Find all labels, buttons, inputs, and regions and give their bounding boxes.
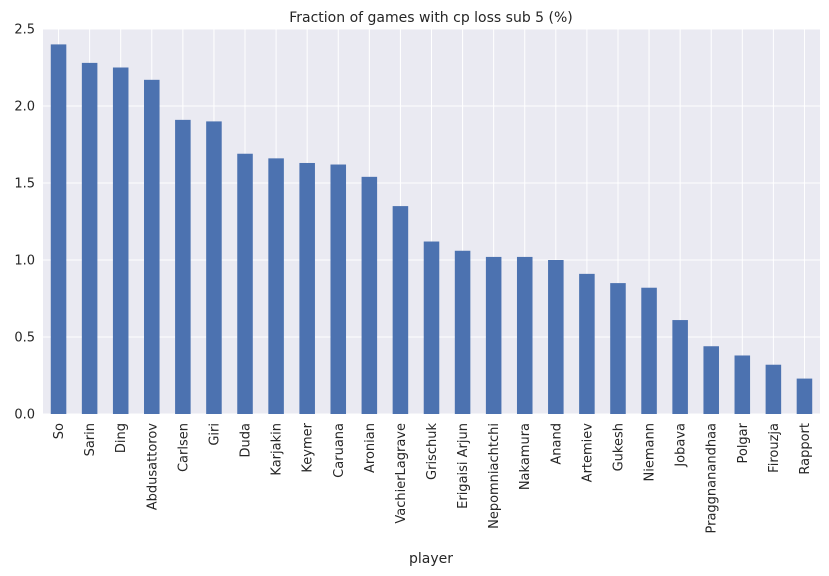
x-tick-label: Anand [549, 423, 564, 465]
bar-niemann [641, 287, 657, 414]
bar-grischuk [423, 241, 440, 414]
bar-giri [206, 121, 222, 415]
x-tick-label: Ding [114, 423, 129, 453]
x-axis-label: player [409, 551, 453, 567]
x-tick-label: Praggnanandhaa [705, 423, 720, 534]
bar-firouzja [765, 364, 782, 414]
bar-keymer [299, 162, 315, 414]
y-tick-label: 0.5 [14, 331, 35, 346]
x-tick-label: Giri [207, 423, 222, 446]
x-tick-label: Nepomniachtchi [487, 423, 502, 529]
bar-nakamura [516, 256, 533, 414]
y-tick-label: 2.5 [14, 23, 35, 38]
bar-jobava [672, 320, 688, 414]
x-tick-label: Abdusattorov [145, 423, 160, 511]
y-tick-label: 1.5 [14, 177, 35, 192]
x-tick-label: Artemiev [580, 423, 595, 483]
x-tick-label: Carlsen [176, 423, 191, 472]
bar-abdusattorov [144, 79, 160, 414]
bar-gukesh [610, 283, 626, 414]
bar-carlsen [175, 119, 191, 415]
bar-duda [237, 153, 253, 415]
bars [50, 44, 813, 415]
bar-rapport [796, 378, 813, 414]
x-tick-label: Nakamura [518, 423, 533, 490]
x-tick-label: Sarin [83, 423, 98, 456]
bar-aronian [361, 176, 378, 414]
bar-anand [548, 260, 564, 414]
bar-artemiev [579, 273, 595, 414]
x-tick-label: Rapport [798, 423, 813, 475]
bar-so [50, 44, 67, 415]
x-tick-label: Karjakin [270, 423, 285, 476]
x-axis-ticks: So Sarin Ding Abdusattorov Carlsen Giri Duda Ka… [52, 422, 813, 533]
y-tick-label: 1.0 [14, 254, 35, 269]
bar-sarin [81, 62, 98, 414]
bar-caruana [330, 164, 347, 414]
x-tick-label: Jobava [674, 423, 689, 468]
x-tick-label: VachierLagrave [394, 423, 409, 524]
bar-erigaisi-arjun [454, 250, 471, 414]
x-tick-label: Keymer [301, 422, 316, 472]
y-tick-label: 0.0 [14, 408, 35, 423]
chart-title: Fraction of games with cp loss sub 5 (%) [289, 10, 573, 26]
bar-polgar [734, 355, 751, 414]
x-tick-label: Niemann [643, 423, 658, 481]
bar-karjakin [268, 158, 284, 414]
bar-ding [112, 67, 129, 414]
y-axis-ticks: 0.0 0.5 1.0 1.5 2.0 2.5 [14, 23, 35, 423]
bar-praggnanandhaa [703, 346, 719, 414]
x-tick-label: Caruana [332, 423, 347, 478]
bar-vachierlagrave [392, 206, 409, 414]
bar-nepomniachtchi [485, 256, 502, 414]
x-tick-label: Erigaisi Arjun [456, 423, 471, 509]
x-tick-label: Gukesh [611, 423, 626, 471]
x-tick-label: Firouzja [767, 423, 782, 473]
x-tick-label: Duda [239, 423, 254, 457]
x-tick-label: Polgar [736, 422, 751, 463]
x-tick-label: Aronian [363, 423, 378, 473]
x-tick-label: So [52, 423, 67, 439]
x-tick-label: Grischuk [425, 423, 440, 480]
y-tick-label: 2.0 [14, 100, 35, 115]
